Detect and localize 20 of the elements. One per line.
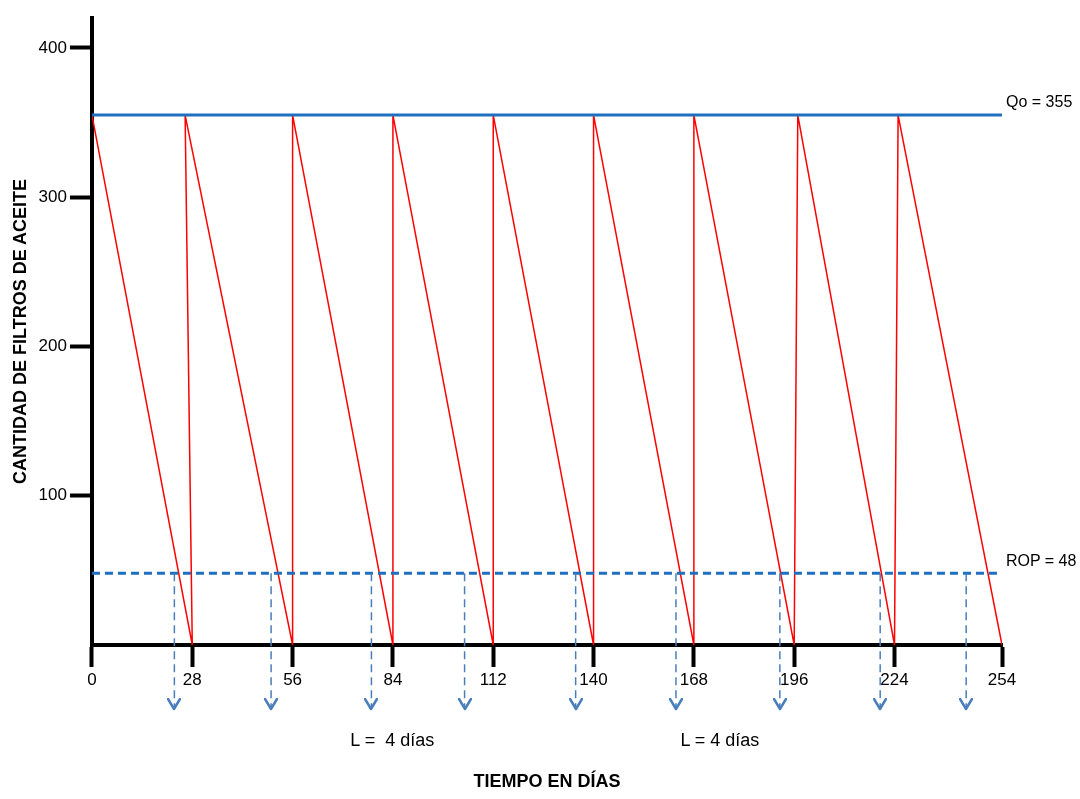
text: L = 4 días (680, 729, 760, 750)
x-tick-label: 254 (987, 669, 1017, 689)
x-tick-label: 56 (283, 669, 303, 689)
x-tick-label: 112 (479, 669, 507, 689)
ref-line-label: Qo = 355 (1006, 93, 1073, 111)
y-tick-label: 200 (38, 336, 67, 356)
x-tick-label: 196 (780, 669, 809, 689)
y-tick-label: 100 (38, 485, 67, 505)
x-tick-label: 224 (880, 669, 909, 689)
ref-line-label: ROP = 48 (1006, 551, 1077, 569)
x-tick-label: 28 (182, 669, 202, 689)
x-tick-label: 168 (679, 669, 709, 689)
y-tick-label: 300 (38, 186, 67, 206)
x-tick-label: 140 (579, 669, 608, 689)
y-tick-label: 400 (38, 37, 67, 57)
x-axis-title: TIEMPO EN DÍAS (473, 770, 621, 792)
x-tick-label: 84 (383, 669, 403, 689)
text: L = 4 días (350, 729, 435, 750)
y-axis-title: CANTIDAD DE FILTROS DE ACEITE (9, 179, 30, 484)
x-tick-label: 0 (87, 669, 97, 689)
